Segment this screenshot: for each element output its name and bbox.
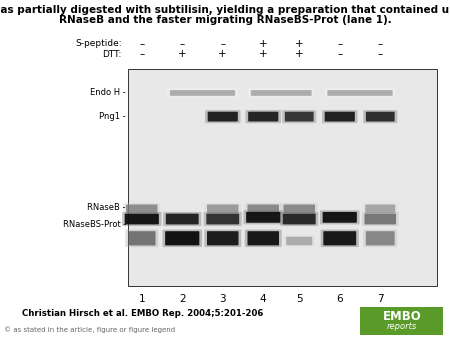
Text: +: + [218, 49, 227, 59]
FancyBboxPatch shape [364, 214, 396, 224]
FancyBboxPatch shape [203, 212, 242, 226]
FancyBboxPatch shape [283, 214, 316, 224]
FancyBboxPatch shape [162, 230, 202, 247]
Text: RNaseB and the faster migrating RNaseBS-Prot (lane 1).: RNaseB and the faster migrating RNaseBS-… [58, 15, 392, 25]
FancyBboxPatch shape [320, 230, 359, 247]
FancyBboxPatch shape [165, 231, 199, 245]
FancyBboxPatch shape [248, 112, 278, 121]
FancyBboxPatch shape [284, 235, 315, 247]
Text: +: + [259, 39, 268, 49]
FancyBboxPatch shape [204, 230, 241, 247]
Text: RNaseBS-Prot -: RNaseBS-Prot - [63, 220, 126, 228]
Text: –: – [139, 39, 144, 49]
FancyBboxPatch shape [366, 231, 395, 245]
FancyBboxPatch shape [362, 212, 399, 226]
Text: –: – [180, 39, 185, 49]
FancyBboxPatch shape [325, 112, 355, 121]
FancyBboxPatch shape [282, 110, 316, 123]
FancyBboxPatch shape [328, 90, 392, 96]
Text: +: + [178, 49, 187, 59]
Text: +: + [259, 49, 268, 59]
FancyBboxPatch shape [170, 90, 235, 96]
Text: S-peptide:: S-peptide: [75, 40, 122, 48]
FancyBboxPatch shape [122, 212, 162, 226]
Text: –: – [139, 49, 144, 59]
FancyBboxPatch shape [125, 230, 158, 247]
Text: 7: 7 [377, 294, 383, 304]
FancyBboxPatch shape [325, 88, 396, 97]
FancyBboxPatch shape [206, 214, 239, 224]
FancyBboxPatch shape [320, 210, 360, 224]
Text: RNaseB -: RNaseB - [87, 203, 126, 212]
FancyBboxPatch shape [248, 231, 279, 245]
Text: 4: 4 [260, 294, 266, 304]
Text: –: – [337, 39, 342, 49]
FancyBboxPatch shape [323, 231, 356, 245]
Bar [360, 307, 443, 335]
FancyBboxPatch shape [243, 210, 283, 224]
FancyBboxPatch shape [365, 204, 396, 213]
Text: +: + [295, 39, 304, 49]
FancyBboxPatch shape [125, 214, 159, 224]
FancyBboxPatch shape [245, 203, 282, 215]
FancyBboxPatch shape [167, 88, 238, 97]
FancyBboxPatch shape [280, 212, 319, 226]
FancyBboxPatch shape [322, 110, 357, 123]
Text: +: + [295, 49, 304, 59]
Text: © as stated in the article, figure or figure legend: © as stated in the article, figure or fi… [4, 326, 176, 333]
FancyBboxPatch shape [281, 203, 318, 215]
FancyBboxPatch shape [366, 112, 395, 121]
FancyBboxPatch shape [251, 90, 312, 96]
FancyBboxPatch shape [363, 230, 397, 247]
FancyBboxPatch shape [363, 203, 398, 215]
FancyBboxPatch shape [286, 237, 312, 245]
FancyBboxPatch shape [323, 212, 357, 223]
Text: RNaseB was partially digested with subtilisin, yielding a preparation that conta: RNaseB was partially digested with subti… [0, 5, 450, 15]
FancyBboxPatch shape [248, 88, 315, 97]
FancyBboxPatch shape [205, 110, 240, 123]
FancyBboxPatch shape [284, 204, 315, 213]
Text: Endo H -: Endo H - [90, 89, 126, 97]
FancyBboxPatch shape [126, 204, 158, 213]
FancyBboxPatch shape [207, 231, 238, 245]
Text: Png1 -: Png1 - [99, 112, 126, 121]
FancyBboxPatch shape [363, 110, 397, 123]
Text: –: – [378, 49, 383, 59]
Text: reports: reports [387, 322, 417, 331]
Bar [128, 69, 436, 286]
Text: 6: 6 [337, 294, 343, 304]
FancyBboxPatch shape [128, 231, 156, 245]
Text: EMBO: EMBO [382, 310, 421, 323]
Text: 3: 3 [220, 294, 226, 304]
Text: –: – [220, 39, 225, 49]
FancyBboxPatch shape [246, 212, 280, 223]
FancyBboxPatch shape [123, 203, 160, 215]
FancyBboxPatch shape [246, 110, 281, 123]
FancyBboxPatch shape [208, 112, 238, 121]
FancyBboxPatch shape [163, 212, 202, 226]
Text: 5: 5 [296, 294, 302, 304]
Text: 1: 1 [139, 294, 145, 304]
FancyBboxPatch shape [248, 204, 279, 213]
FancyBboxPatch shape [285, 112, 314, 121]
FancyBboxPatch shape [245, 230, 282, 247]
Text: Christian Hirsch et al. EMBO Rep. 2004;5:201-206: Christian Hirsch et al. EMBO Rep. 2004;5… [22, 309, 264, 318]
Text: –: – [337, 49, 342, 59]
Text: –: – [378, 39, 383, 49]
FancyBboxPatch shape [204, 203, 241, 215]
Text: 2: 2 [179, 294, 185, 304]
FancyBboxPatch shape [207, 204, 238, 213]
FancyBboxPatch shape [166, 214, 199, 224]
Text: DTT:: DTT: [102, 50, 122, 58]
